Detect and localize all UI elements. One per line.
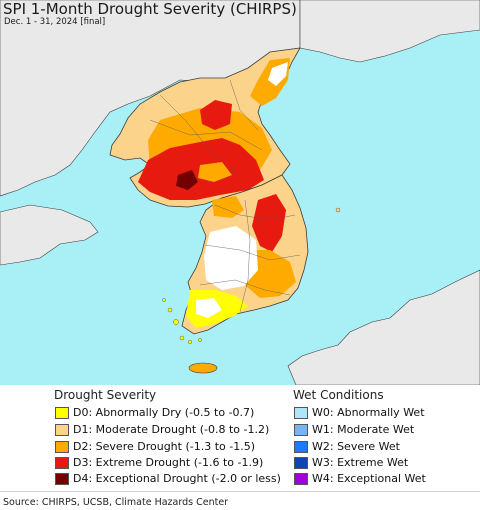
drought-map [0,0,480,385]
sk-d2-east [246,250,296,298]
legend-label-d4: D4: Exceptional Drought (-2.0 or less) [73,472,281,485]
legend-label-d0: D0: Abnormally Dry (-0.5 to -0.7) [73,406,255,419]
japan-land [287,269,480,385]
china-coast [0,204,99,266]
legend-swatch-w3 [294,457,308,469]
map-title: SPI 1-Month Drought Severity (CHIRPS) [3,0,297,18]
nk-normal-northeast [268,62,288,86]
legend-swatch-d2 [55,441,69,453]
sk-d2-seoul [212,196,244,218]
source-credit: Source: CHIRPS, UCSB, Climate Hazards Ce… [3,497,229,508]
nk-d3-north [200,100,232,130]
legend-swatch-w4 [294,473,308,485]
legend-label-w4: W4: Exceptional Wet [312,472,426,485]
russia-land [299,0,480,63]
sk-d3-east [252,194,286,252]
nk-d2-south [198,162,232,182]
nk-d4-patch [176,170,198,190]
footer-divider [0,491,480,492]
map-subtitle: Dec. 1 - 31, 2024 [final] [4,17,106,27]
sk-normal-southwest [196,298,222,318]
jeju-island [188,362,218,374]
legend-label-d2: D2: Severe Drought (-1.3 to -1.5) [73,440,256,453]
legend-label-w0: W0: Abnormally Wet [312,406,425,419]
legend-label-w2: W2: Severe Wet [312,440,400,453]
sk-normal-west [204,226,258,290]
province-lines [149,79,301,313]
sw-islands [162,298,202,345]
legend-swatch-w2 [294,441,308,453]
legend-label-w1: W1: Moderate Wet [312,423,415,436]
legend-swatch-d0 [55,407,69,419]
ulleung-island [335,207,341,213]
legend-swatch-w1 [294,424,308,436]
drought-legend-heading: Drought Severity [54,388,157,402]
legend-label-w3: W3: Extreme Wet [312,456,409,469]
legend-label-d3: D3: Extreme Drought (-1.6 to -1.9) [73,456,264,469]
legend-swatch-w0 [294,407,308,419]
legend-label-d1: D1: Moderate Drought (-0.8 to -1.2) [73,423,270,436]
legend-swatch-d1 [55,424,69,436]
wet-legend-heading: Wet Conditions [293,388,384,402]
legend-swatch-d3 [55,457,69,469]
legend-swatch-d4 [55,473,69,485]
